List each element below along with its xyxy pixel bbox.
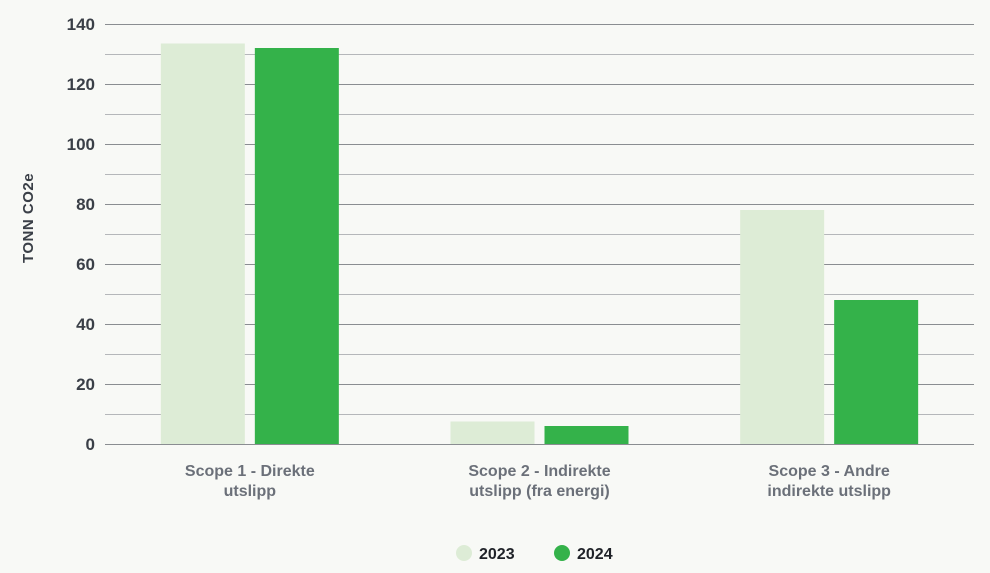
- gridlines: [105, 24, 974, 445]
- x-category-label: Scope 1 - Direkte utslipp: [185, 463, 315, 500]
- legend-label-2023: 2023: [479, 546, 515, 563]
- x-axis-categories: Scope 1 - Direkte utslipp Scope 2 - Indire…: [185, 463, 891, 500]
- y-tick-label: 60: [76, 255, 95, 274]
- bar-2023-3: [740, 210, 825, 444]
- y-tick-label: 20: [76, 375, 95, 394]
- legend: 2023 2024: [456, 545, 613, 563]
- legend-label-2024: 2024: [577, 546, 613, 563]
- x-category-label: Scope 2 - Indirekte utslipp (fra energi): [468, 463, 610, 500]
- y-tick-label: 140: [67, 15, 95, 34]
- bar-2023-1: [160, 43, 245, 444]
- bar-2024-1: [254, 48, 339, 444]
- y-tick-label: 40: [76, 315, 95, 334]
- x-category-label: Scope 3 - Andre indirekte utslipp: [767, 463, 891, 500]
- bars: [160, 43, 919, 444]
- bar-2024-3: [834, 300, 919, 444]
- legend-swatch-2023: [456, 545, 472, 561]
- bar-2024-2: [544, 426, 629, 444]
- legend-swatch-2024: [554, 545, 570, 561]
- y-tick-label: 80: [76, 195, 95, 214]
- bar-2023-2: [450, 421, 535, 444]
- y-tick-label: 120: [67, 75, 95, 94]
- y-axis-ticks: 0 20 40 60 80 100 120 140: [67, 15, 95, 454]
- y-tick-label: 100: [67, 135, 95, 154]
- y-axis-title: TONN CO2e: [20, 173, 37, 263]
- y-tick-label: 0: [86, 435, 95, 454]
